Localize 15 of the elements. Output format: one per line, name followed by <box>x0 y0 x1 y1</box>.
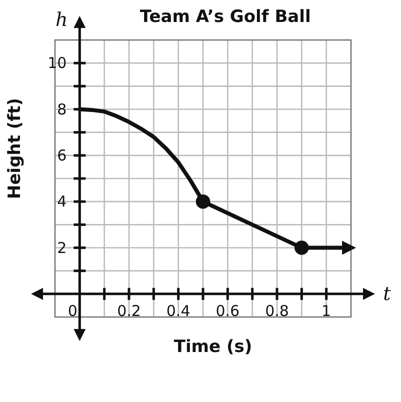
x-tick-label: 0.2 <box>117 302 141 320</box>
text: h <box>56 9 68 31</box>
x-tick-label: 0.8 <box>265 302 289 320</box>
text: t <box>383 282 392 305</box>
y-tick-label: 4 <box>57 192 67 211</box>
x-tick-label: 0.4 <box>166 302 190 320</box>
chart-title: Team A’s Golf Ball <box>140 7 311 27</box>
x-axis-title: Time (s) <box>174 337 252 357</box>
x-tick-label: 1 <box>322 302 332 320</box>
y-axis-title: Height (ft) <box>5 98 25 199</box>
x-tick-label: 0 <box>68 302 78 320</box>
x-tick-label: 0.6 <box>216 302 240 320</box>
y-tick-label: 6 <box>57 146 67 164</box>
y-tick-label: 2 <box>57 238 67 257</box>
y-tick-label: 8 <box>57 100 67 118</box>
